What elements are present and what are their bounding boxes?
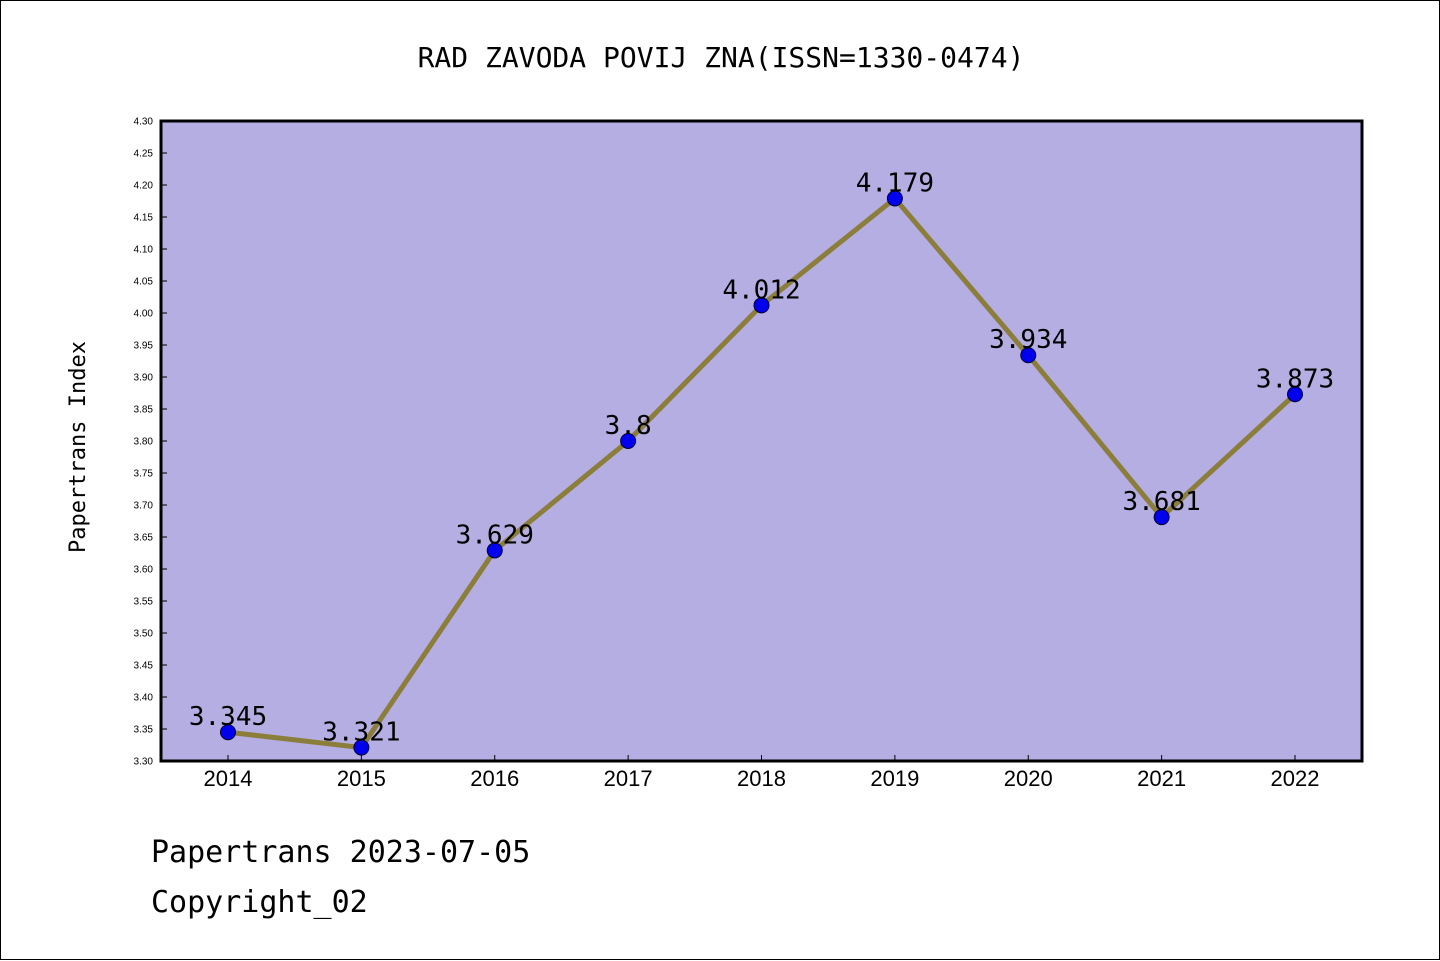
y-axis-label: Papertrans Index	[66, 341, 91, 553]
plot-border	[159, 119, 1364, 763]
x-tick-label: 2014	[204, 766, 253, 791]
y-tick-label: 4.25	[134, 149, 154, 160]
data-value-label: 3.934	[989, 325, 1067, 355]
data-value-label: 3.8	[605, 411, 652, 441]
x-tick-label: 2018	[737, 766, 786, 791]
y-tick-label: 3.65	[134, 533, 154, 544]
data-point-marker	[886, 190, 903, 207]
data-point-marker	[753, 297, 770, 314]
x-tick-label: 2015	[337, 766, 386, 791]
y-tick-label: 3.60	[134, 565, 154, 576]
y-tick-label: 4.15	[134, 213, 154, 224]
y-tick-label: 4.00	[134, 309, 154, 320]
data-value-label: 3.345	[189, 702, 267, 732]
y-tick-label: 4.10	[134, 245, 154, 256]
y-tick-label: 3.75	[134, 469, 154, 480]
x-tick-label: 2022	[1271, 766, 1320, 791]
x-tick-label: 2020	[1004, 766, 1053, 791]
data-markers	[220, 190, 1303, 756]
y-tick-label: 3.95	[134, 341, 154, 352]
y-tick-label: 3.80	[134, 437, 154, 448]
y-tick-label: 3.90	[134, 373, 154, 384]
data-point-marker	[220, 724, 236, 741]
y-tick-label: 3.40	[134, 693, 154, 704]
data-point-marker	[620, 433, 637, 449]
data-value-label: 3.681	[1122, 487, 1200, 517]
y-tick-label: 4.05	[134, 277, 154, 288]
y-tick-label: 3.45	[134, 661, 154, 672]
x-tick-label: 2016	[470, 766, 519, 791]
data-point-marker	[1153, 509, 1170, 526]
data-point-marker	[486, 542, 503, 559]
data-value-label: 3.873	[1256, 364, 1334, 394]
footer-copyright-line: Copyright_02	[151, 885, 368, 920]
data-labels: 3.345 3.321 3.629 3.8 4.012 4.179 3.934 3.681 3.…	[189, 168, 1334, 747]
plot-area	[161, 121, 1362, 761]
y-tick-label: 4.30	[134, 117, 154, 128]
y-tick-label: 3.30	[134, 757, 154, 768]
x-tick-label: 2019	[870, 766, 919, 791]
data-point-marker	[1287, 386, 1303, 403]
y-tick-label: 3.70	[134, 501, 154, 512]
data-point-marker	[1020, 347, 1037, 364]
data-point-marker	[353, 739, 370, 756]
chart-title: RAD ZAVODA POVIJ ZNA(ISSN=1330-0474)	[418, 41, 1025, 74]
x-tick-label: 2021	[1137, 766, 1186, 791]
data-value-label: 4.012	[722, 275, 800, 305]
y-tick-label: 3.55	[134, 597, 154, 608]
data-value-label: 3.629	[456, 520, 534, 550]
data-value-label: 4.179	[856, 168, 934, 198]
x-tick-label: 2017	[604, 766, 653, 791]
y-tick-label: 3.50	[134, 629, 154, 640]
y-tick-label: 3.35	[134, 725, 154, 736]
data-value-label: 3.321	[322, 718, 400, 748]
y-tick-label: 3.85	[134, 405, 154, 416]
footer-date-line: Papertrans 2023-07-05	[151, 835, 531, 870]
y-tick-label: 4.20	[134, 181, 154, 192]
x-axis-ticks: 2014 2015 2016 2017 2018 2019 2020 2021 2022	[204, 755, 1320, 791]
